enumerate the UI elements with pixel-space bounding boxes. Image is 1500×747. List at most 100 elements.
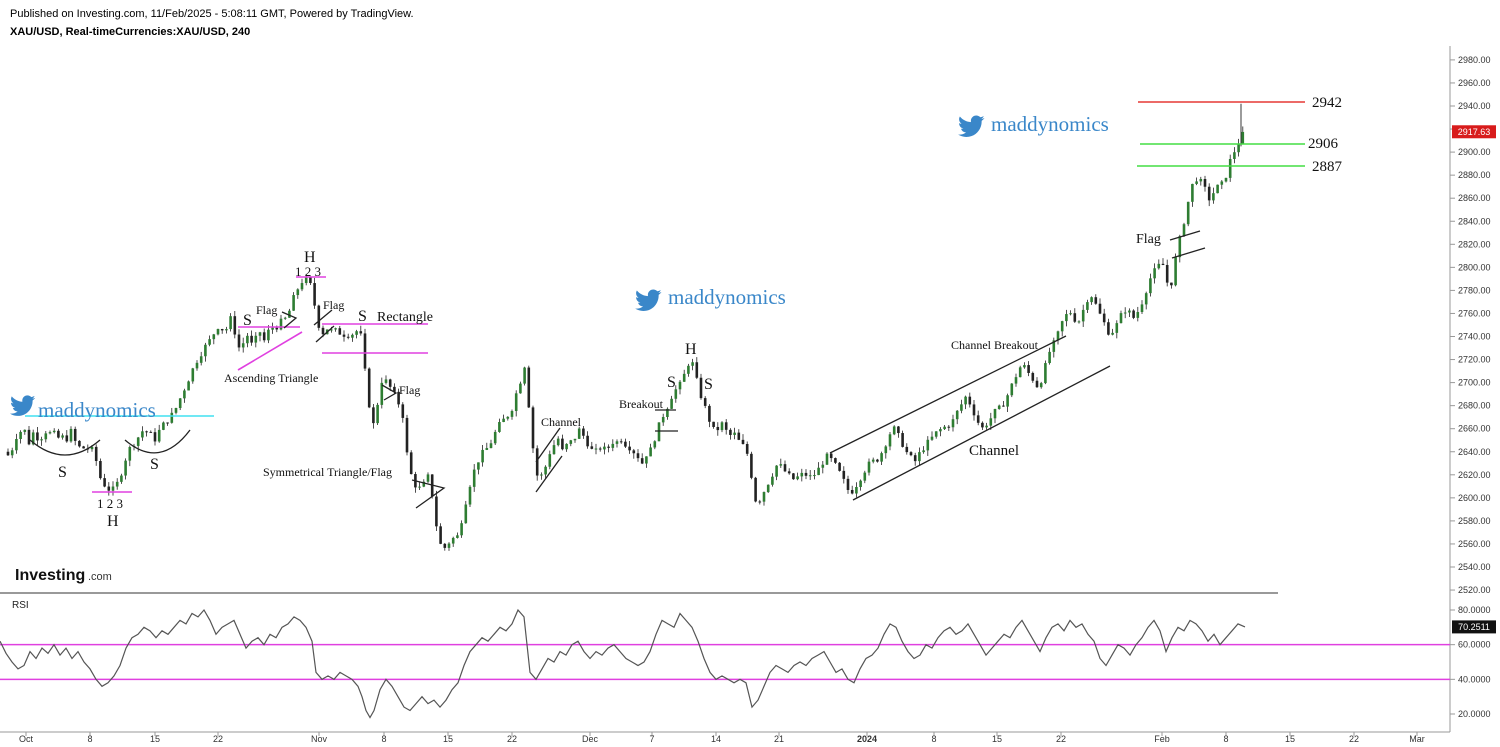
small-channel-upper (535, 427, 561, 463)
pattern-labels: S 1 2 3 H S S Flag Ascending Triangle H … (58, 95, 1343, 530)
candle-body-down (78, 440, 81, 447)
candle-body-down (792, 473, 795, 480)
price-tick-label: 2660.00 (1458, 424, 1491, 434)
candle-body-up (565, 443, 568, 450)
candle-body-up (1174, 257, 1177, 286)
candle-body-down (145, 431, 148, 433)
candle-body-up (1136, 312, 1140, 318)
label-level-2887: 2887 (1312, 159, 1343, 175)
candle-body-up (720, 422, 724, 431)
candle-body-up (1224, 177, 1228, 182)
candle-body-down (1161, 263, 1165, 265)
candle-body-up (540, 474, 543, 476)
candle-body-down (842, 470, 846, 479)
candle-body-up (510, 411, 514, 417)
candle-body-up (183, 390, 186, 399)
candle-body-up (330, 329, 333, 331)
channel-lower (852, 365, 1111, 501)
label-s-rect: S (358, 308, 367, 325)
time-tick-label: 22 (1056, 734, 1066, 744)
candle-body-down (342, 334, 346, 337)
candle-body-down (787, 471, 791, 474)
candle-body-down (624, 441, 627, 447)
candle-body-up (1048, 351, 1051, 364)
candle-body-up (1178, 236, 1182, 258)
price-tick-label: 2860.00 (1458, 193, 1491, 203)
candle-body-up (229, 316, 232, 330)
candle-body-down (561, 438, 564, 450)
label-123-bottom: 1 2 3 (97, 496, 123, 511)
candle-body-down (313, 283, 316, 306)
candle-body-up (821, 464, 825, 468)
candle-body-down (590, 446, 594, 449)
candle-body-up (485, 448, 489, 450)
candle-body-up (691, 362, 694, 366)
published-caption: Published on Investing.com, 11/Feb/2025 … (10, 8, 414, 20)
rsi-label: RSI (12, 600, 29, 611)
candle-body-up (603, 446, 606, 450)
candle-body-up (288, 310, 291, 318)
watermark-text: maddynomics (668, 285, 786, 309)
candle-body-up (825, 453, 829, 465)
candle-body-up (31, 432, 35, 445)
candle-body-down (695, 362, 699, 378)
candle-body-up (460, 523, 463, 536)
candle-body-up (577, 428, 581, 439)
candle-body-down (750, 453, 753, 478)
candle-body-up (267, 329, 270, 341)
candle-body-down (1035, 380, 1039, 388)
candle-body-up (44, 433, 48, 440)
candle-body-up (493, 431, 497, 444)
candle-body-down (758, 501, 762, 503)
candle-body-up (141, 431, 144, 438)
candle-body-up (645, 456, 648, 464)
candle-body-down (1027, 365, 1030, 373)
candle-body-down (233, 316, 237, 335)
candle-body-down (275, 327, 279, 330)
time-tick-label: 15 (443, 734, 453, 744)
label-123-top: 1 2 3 (295, 264, 321, 279)
candle-body-up (1044, 363, 1047, 384)
candle-body-down (1132, 310, 1135, 318)
candle-body-down (103, 478, 106, 487)
candle-body-down (435, 496, 438, 527)
price-tick-label: 2720.00 (1458, 355, 1491, 365)
candle-body-up (1199, 178, 1203, 182)
candle-body-down (586, 435, 589, 447)
time-tick-label: 2024 (857, 734, 877, 744)
logo-word: Investing (15, 567, 85, 584)
candle-body-up (808, 475, 812, 477)
candle-body-up (1140, 304, 1144, 313)
candle-body-down (99, 460, 102, 479)
candle-body-down (388, 379, 392, 387)
candle-body-up (456, 535, 459, 538)
candle-body-down (838, 462, 841, 471)
rsi-value: 70.2511 (1458, 622, 1490, 632)
candle-body-down (850, 489, 854, 494)
candle-body-up (867, 461, 871, 473)
candle-body-up (871, 459, 875, 462)
candle-body-up (472, 469, 476, 487)
candle-body-up (556, 438, 560, 446)
investing-logo: Investing .com (15, 567, 112, 584)
candle-body-up (657, 422, 661, 442)
flag-1-lines (281, 311, 298, 329)
candle-body-up (985, 425, 988, 428)
sym-triangle-lines (411, 479, 446, 509)
candle-body-down (57, 430, 60, 438)
candle-body-up (48, 432, 52, 434)
candle-body-down (367, 368, 371, 408)
price-tick-label: 2580.00 (1458, 516, 1491, 526)
candle-body-up (170, 412, 174, 423)
candle-body-up (61, 435, 64, 438)
candle-body-up (997, 405, 1001, 410)
channel-upper (829, 335, 1067, 454)
label-s-dec-right: S (704, 376, 713, 393)
candle-body-down (1031, 372, 1035, 381)
candle-body-up (1212, 193, 1215, 201)
candle-body-up (1144, 293, 1148, 305)
candle-body-down (913, 455, 917, 462)
candle-body-up (246, 335, 249, 344)
candle-body-up (162, 422, 165, 430)
